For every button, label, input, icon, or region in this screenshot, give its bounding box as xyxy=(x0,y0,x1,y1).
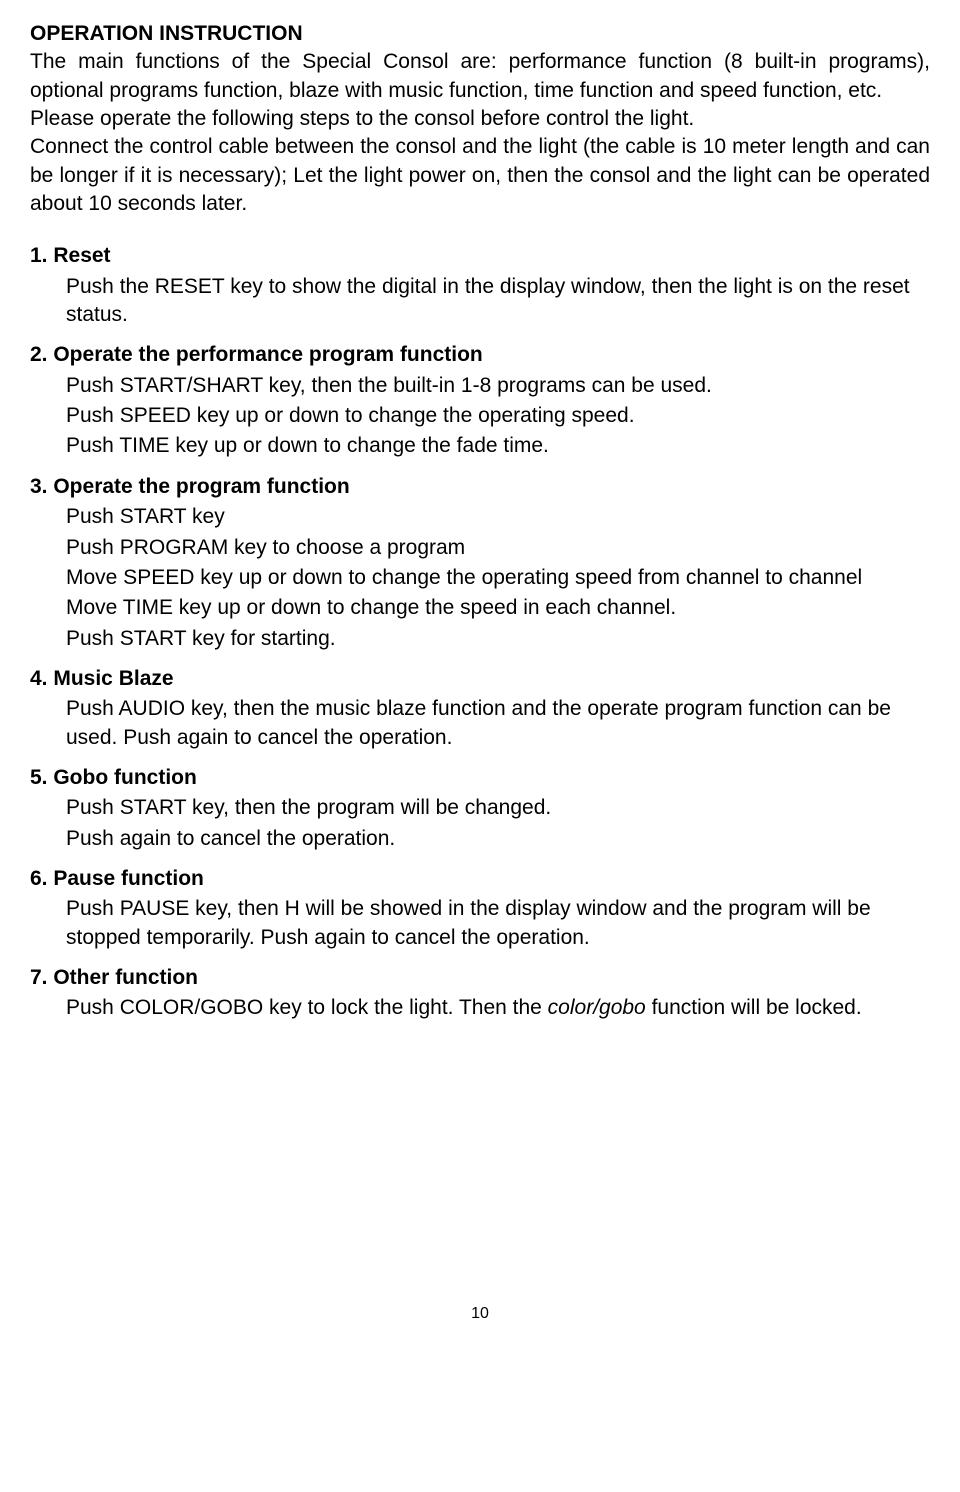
section-line: Push START key xyxy=(66,503,930,531)
section-line: Move TIME key up or down to change the s… xyxy=(66,594,930,622)
other-suffix: function will be locked. xyxy=(646,996,862,1019)
section-5-gobo: 5. Gobo function Push START key, then th… xyxy=(30,764,930,853)
other-italic: color/gobo xyxy=(548,996,646,1019)
section-line: Push START/SHART key, then the built-in … xyxy=(66,372,930,400)
section-line: Push SPEED key up or down to change the … xyxy=(66,402,930,430)
section-title: 6. Pause function xyxy=(30,865,930,893)
section-line: Push START key, then the program will be… xyxy=(66,794,930,822)
section-title: 5. Gobo function xyxy=(30,764,930,792)
section-line: Push again to cancel the operation. xyxy=(66,825,930,853)
intro-paragraph-3: Connect the control cable between the co… xyxy=(30,135,930,215)
other-prefix: Push COLOR/GOBO key to lock the light. T… xyxy=(66,996,548,1019)
section-line: Move SPEED key up or down to change the … xyxy=(66,564,930,592)
section-line: Push START key for starting. xyxy=(66,625,930,653)
section-title: 3. Operate the program function xyxy=(30,473,930,501)
section-line: Push PROGRAM key to choose a program xyxy=(66,534,930,562)
section-title: 4. Music Blaze xyxy=(30,665,930,693)
intro-block: The main functions of the Special Consol… xyxy=(30,48,930,218)
section-4-music-blaze: 4. Music Blaze Push AUDIO key, then the … xyxy=(30,665,930,752)
section-3-program: 3. Operate the program function Push STA… xyxy=(30,473,930,653)
intro-paragraph-2: Please operate the following steps to th… xyxy=(30,107,694,130)
page-title: OPERATION INSTRUCTION xyxy=(30,20,930,48)
section-line: Push TIME key up or down to change the f… xyxy=(66,432,930,460)
section-6-pause: 6. Pause function Push PAUSE key, then H… xyxy=(30,865,930,952)
intro-paragraph-1: The main functions of the Special Consol… xyxy=(30,50,930,101)
section-line: Push COLOR/GOBO key to lock the light. T… xyxy=(66,994,930,1022)
section-title: 7. Other function xyxy=(30,964,930,992)
page-number: 10 xyxy=(30,1303,930,1325)
section-2-performance: 2. Operate the performance program funct… xyxy=(30,341,930,460)
section-line: Push the RESET key to show the digital i… xyxy=(66,273,930,330)
section-title: 2. Operate the performance program funct… xyxy=(30,341,930,369)
section-7-other: 7. Other function Push COLOR/GOBO key to… xyxy=(30,964,930,1023)
section-1-reset: 1. Reset Push the RESET key to show the … xyxy=(30,242,930,329)
section-title: 1. Reset xyxy=(30,242,930,270)
section-line: Push AUDIO key, then the music blaze fun… xyxy=(66,695,930,752)
section-line: Push PAUSE key, then H will be showed in… xyxy=(66,895,930,952)
